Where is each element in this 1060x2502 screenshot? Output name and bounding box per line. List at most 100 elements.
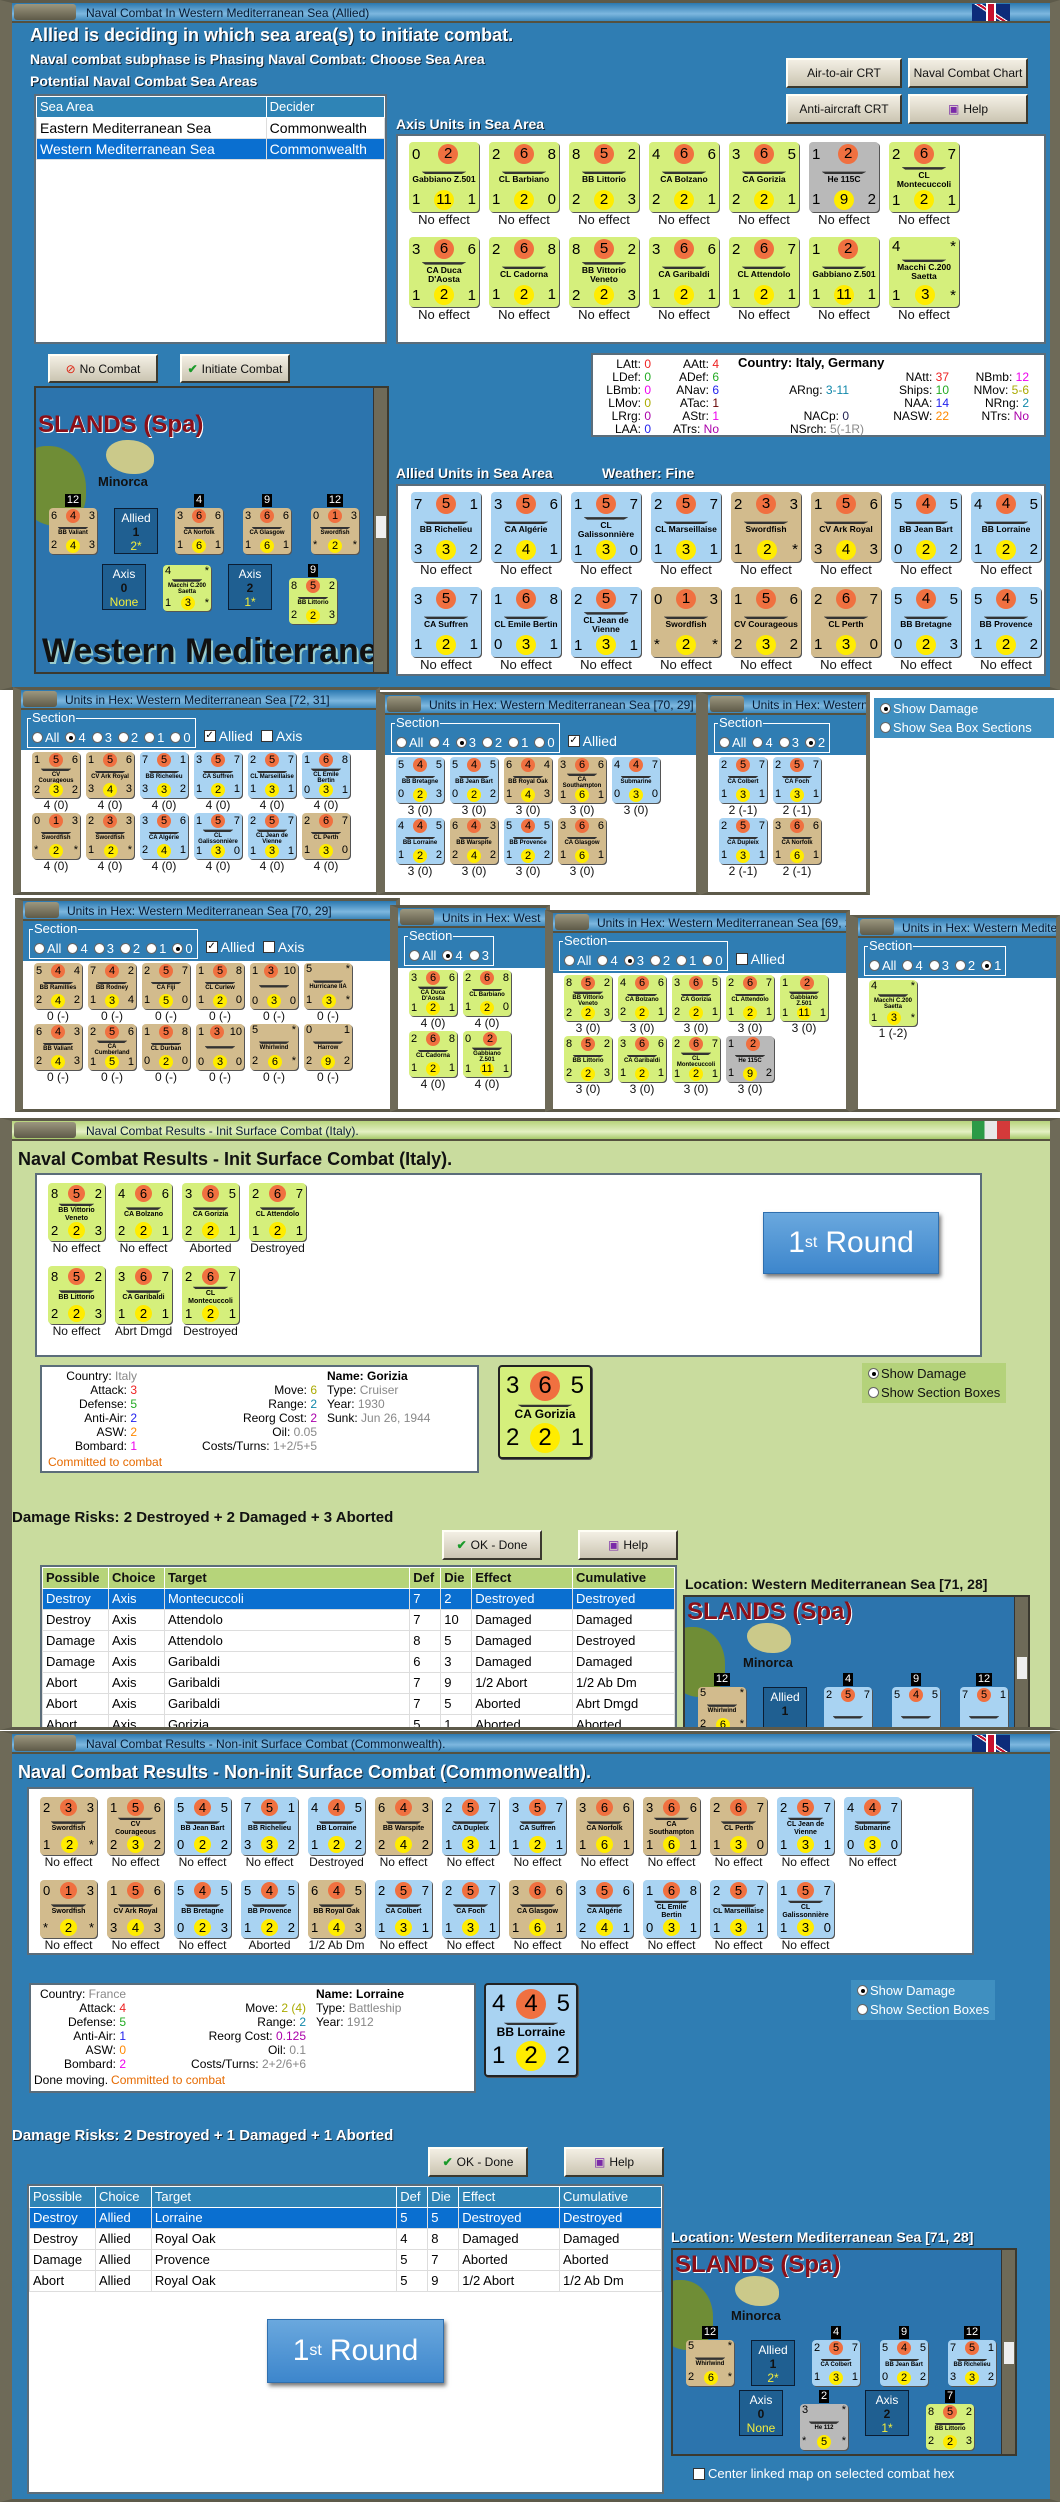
unit-counter[interactable]: 1 3 10 0 3 0 0 (-): [247, 963, 301, 1024]
map-stack[interactable]: 4 2 5 7 CA Colbert 1 3 1: [809, 2326, 863, 2386]
column-header[interactable]: Possible: [42, 1567, 109, 1589]
unit-counter[interactable]: 3 5 7 CA Suffren 1 2 1 No effect: [406, 587, 486, 682]
unit-counter[interactable]: 1 3 10 0 3 0 0 (-): [193, 1024, 247, 1085]
title-bar[interactable]: Units in Hex: Western Mediterranea: [858, 918, 1056, 938]
section-radio-2[interactable]: 2: [649, 953, 670, 968]
stack-summary-box[interactable]: Axis 2 1*: [865, 2390, 909, 2436]
axis-checkbox[interactable]: Axis: [260, 728, 302, 748]
unit-counter[interactable]: 3 * He 112 * 5 *: [797, 2404, 851, 2450]
unit-counter[interactable]: 1 5 6 CV Ark Royal 3 4 3 4 (0): [83, 752, 137, 813]
unit-counter[interactable]: 1 5 6 CV Ark Royal 3 4 3 No effect: [102, 1880, 169, 1963]
title-bar[interactable]: Units in Hex: Western Mediterranean Sea …: [21, 690, 376, 710]
unit-counter[interactable]: 4 4 5 BB Lorraine 1 2 2: [484, 1983, 578, 2077]
section-radio-2[interactable]: 2: [119, 941, 140, 956]
unit-counter[interactable]: 0 1 Harrow 2 9 2 0 (-): [301, 1024, 355, 1085]
section-radio-all[interactable]: All: [719, 735, 746, 750]
section-radio-all[interactable]: All: [564, 953, 591, 968]
unit-counter[interactable]: 3 6 6 CA Norfolk 1 6 1 2 (-1): [770, 818, 824, 879]
unit-counter[interactable]: 2 3 3 Swordfish 1 2 * No effect: [35, 1797, 102, 1880]
map-stack[interactable]: 2 3 * He 112 * 5 *: [797, 2390, 851, 2450]
unit-counter[interactable]: 8 5 2 BB Littorio 2 2 3: [923, 2404, 977, 2450]
damage-row[interactable]: Abort Axis Garibaldi 7 9 1/2 Abort 1/2 Ab Dm: [42, 1672, 675, 1694]
unit-counter[interactable]: 6 4 3 BB Valiant 2 4 3: [46, 508, 100, 554]
allied-checkbox[interactable]: ✓ Allied: [567, 733, 617, 749]
title-bar[interactable]: Units in Hex: Western Mediterranean Sea …: [553, 913, 846, 933]
axis-checkbox[interactable]: Axis: [262, 939, 304, 959]
unit-counter[interactable]: 4 4 7 Submarine 0 3 0 3 (0): [609, 757, 663, 818]
vertical-scrollbar[interactable]: [373, 388, 387, 672]
window-menu-icon[interactable]: [14, 1735, 76, 1751]
unit-counter[interactable]: 1 5 7 CL Galissonnière 1 3 0 No effect: [772, 1880, 839, 1963]
unit-counter[interactable]: 2 5 7 CA Dupleix 1 3 1 No effect: [437, 1797, 504, 1880]
show-section-boxes-radio[interactable]: Show Section Boxes: [857, 2002, 989, 2017]
column-header[interactable]: Cumulative: [559, 2186, 662, 2208]
unit-counter[interactable]: 1 5 6 CV Courageous 2 3 2 4 (0): [29, 752, 83, 813]
unit-counter[interactable]: 5 4 5 BB Bretagne 0 2 3 No effect: [169, 1880, 236, 1963]
unit-counter[interactable]: 4 6 6 CA Bolzano 2 2 1 No effect: [644, 142, 724, 237]
unit-counter[interactable]: 3 6 5 CA Gorizia 2 2 1 Aborted: [177, 1183, 244, 1266]
column-header[interactable]: Sea Area: [36, 96, 267, 118]
unit-counter[interactable]: 1 2 He 115C 1 9 2 No effect: [804, 142, 884, 237]
map-stack[interactable]: 7 8 5 2 BB Littorio 2 2 3: [923, 2390, 977, 2450]
damage-row[interactable]: Abort Axis Gorizia 5 1 Aborted Aborted: [42, 1714, 675, 1727]
unit-counter[interactable]: 5 4 5 BB Jean Bart 0 2 2 No effect: [886, 492, 966, 587]
anti-aircraft-crt-button[interactable]: Anti-aircraft CRT: [786, 94, 902, 124]
title-bar[interactable]: Units in Hex: West: [398, 908, 546, 928]
unit-counter[interactable]: 3 6 6 CA Southampton 1 6 1 No effect: [638, 1797, 705, 1880]
section-radio-2[interactable]: 2: [804, 735, 825, 750]
unit-counter[interactable]: 2 6 7 CL Montecuccoli 1 2 1 No effect: [884, 142, 964, 237]
damage-row[interactable]: Abort Axis Garibaldi 7 5 Aborted Abrt Dmgd: [42, 1693, 675, 1715]
window-menu-icon[interactable]: [23, 691, 57, 707]
damage-row[interactable]: Abort Allied Royal Oak 5 9 1/2 Abort 1/2 Ab Dm: [29, 2270, 662, 2292]
unit-counter[interactable]: 4 4 5 BB Lorraine 1 2 2 Destroyed: [303, 1797, 370, 1880]
unit-counter[interactable]: 1 6 8 CL Emile Bertin 0 3 1 4 (0): [299, 752, 353, 813]
unit-counter[interactable]: 1 5 8 CL Durban 0 2 0 0 (-): [139, 1024, 193, 1085]
section-radio-all[interactable]: All: [32, 730, 59, 745]
unit-counter[interactable]: 8 5 2 BB Vittorio Veneto 2 2 3 No effect: [564, 237, 644, 332]
unit-counter[interactable]: 3 6 5 CA Gorizia 2 2 1: [498, 1365, 592, 1459]
section-radio-4[interactable]: 4: [65, 730, 86, 745]
show-damage-radio[interactable]: Show Damage: [880, 701, 1048, 716]
unit-counter[interactable]: 2 5 7 CL Jean de Vienne 1 3 1 No effect: [772, 1797, 839, 1880]
section-radio-0[interactable]: 0: [170, 730, 191, 745]
unit-counter[interactable]: 2 6 7 CL Perth 1 3 0 No effect: [806, 587, 886, 682]
unit-counter[interactable]: 3 6 6 CA Glasgow 1 6 1: [240, 508, 294, 554]
damage-row[interactable]: Destroy Allied Royal Oak 4 8 Damaged Damaged: [29, 2228, 662, 2250]
unit-counter[interactable]: 6 4 3 BB Warspite 2 4 2 3 (0): [447, 818, 501, 879]
unit-counter[interactable]: 5 * Whirlwind 2 6 *: [683, 2340, 737, 2386]
section-radio-3[interactable]: 3: [93, 941, 114, 956]
title-bar[interactable]: Units in Hex: Western Mediterranean Sea …: [23, 901, 396, 921]
map-stack[interactable]: 12 5 * Whirlwind 2 6 *: [683, 2326, 737, 2386]
unit-counter[interactable]: 1 5 7 CL Galissonnière 1 3 0 No effect: [566, 492, 646, 587]
unit-counter[interactable]: 7 4 2 BB Rodney 1 3 4 0 (-): [85, 963, 139, 1024]
section-radio-3[interactable]: 3: [468, 948, 489, 963]
unit-counter[interactable]: 4 * Macchi C.200 Saetta 1 3 * 1 (-2): [866, 980, 920, 1041]
section-radio-3[interactable]: 3: [623, 953, 644, 968]
initiate-combat-button[interactable]: ✔ Initiate Combat: [180, 354, 290, 383]
column-header[interactable]: Decider: [265, 96, 386, 118]
unit-counter[interactable]: 0 1 3 Swordfish * 2 * 4 (0): [29, 813, 83, 874]
hex-map[interactable]: SLANDS (Spa) Minorca Western Mediterranea 1…: [34, 386, 389, 674]
stack-summary-box[interactable]: Axis 0 None: [102, 564, 146, 610]
unit-counter[interactable]: 3 5 6 CA Algérie 2 4 1 No effect: [486, 492, 566, 587]
ok-done-button[interactable]: ✔ OK - Done: [428, 2147, 528, 2177]
naval-combat-chart-button[interactable]: Naval Combat Chart: [908, 58, 1028, 88]
unit-counter[interactable]: 5 4 5 BB Jean Bart 0 2 2: [877, 2340, 931, 2386]
unit-counter[interactable]: 1 5 7 CL Galissonnière 1 3 0 4 (0): [191, 813, 245, 874]
section-radio-3[interactable]: 3: [928, 958, 949, 973]
column-header[interactable]: Choice: [94, 2186, 152, 2208]
map-stack[interactable]: 9 3 6 6 CA Glasgow 1 6 1: [240, 494, 294, 554]
unit-counter[interactable]: 7 5 1 BB Richelieu 3 3 2: [945, 2340, 999, 2386]
unit-counter[interactable]: 6 4 4 BB Royal Oak 1 4 3 3 (0): [501, 757, 555, 818]
unit-counter[interactable]: 2 5 7 CA Fiji 1 5 0 0 (-): [139, 963, 193, 1024]
unit-counter[interactable]: 2 5 7 CL Marseillaise 1 3 1 No effect: [705, 1880, 772, 1963]
unit-counter[interactable]: 3 6 6 CA Duca D'Aosta 1 2 1 No effect: [404, 237, 484, 332]
unit-counter[interactable]: 4 4 5 BB Lorraine 1 2 2 No effect: [966, 492, 1046, 587]
unit-counter[interactable]: 1 6 8 CL Emile Bertin 0 3 1 No effect: [486, 587, 566, 682]
allied-checkbox[interactable]: Allied: [735, 951, 785, 971]
no-combat-button[interactable]: ⊘ No Combat: [48, 354, 158, 383]
